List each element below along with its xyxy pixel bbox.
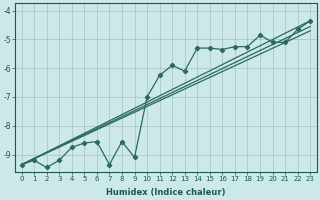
X-axis label: Humidex (Indice chaleur): Humidex (Indice chaleur): [106, 188, 226, 197]
